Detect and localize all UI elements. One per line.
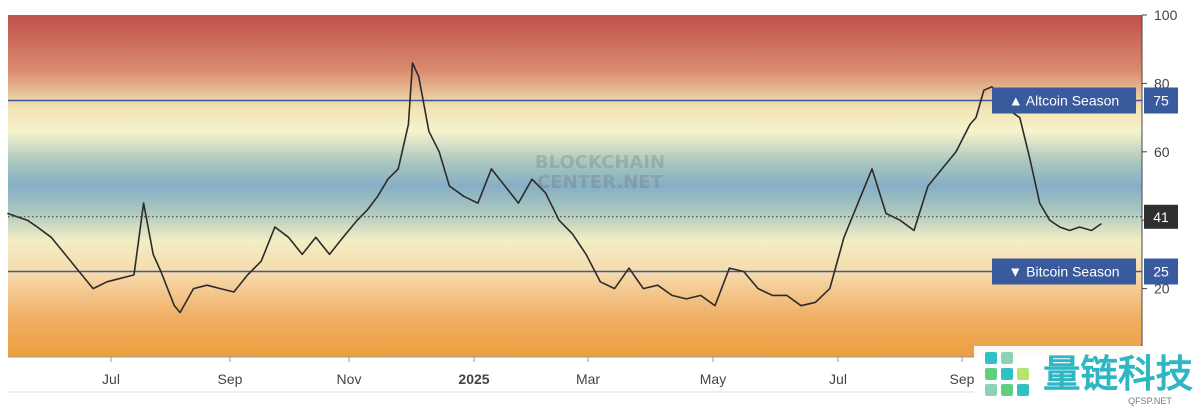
reference-value-box	[1144, 258, 1178, 285]
y-tick-label: 80	[1154, 75, 1170, 91]
x-tick-label: Jul	[102, 371, 120, 387]
reference-label: ▼ Bitcoin Season	[1008, 264, 1119, 280]
reference-label-box	[992, 258, 1136, 285]
x-tick-label: Jul	[829, 371, 847, 387]
reference-labels: ▲ Altcoin Season 75 ▼ Bitcoin Season 25	[992, 87, 1178, 285]
reference-value-label: 75	[1153, 93, 1169, 109]
x-tick-label: May	[700, 371, 726, 387]
x-axis-ticks: Jul Sep Nov 2025 Mar May Jul Sep	[102, 357, 975, 387]
x-tick-label: Nov	[337, 371, 362, 387]
plot-background	[8, 15, 1142, 357]
reference-value-box	[1144, 87, 1178, 114]
logo: 量链科技 QFSP.NET	[974, 346, 1200, 408]
watermark-line-2: CENTER.NET	[537, 172, 664, 193]
y-tick-label: 20	[1154, 281, 1170, 297]
watermark: BLOCKCHAIN CENTER.NET	[535, 152, 665, 193]
reference-label-box	[992, 87, 1136, 114]
y-axis-ticks: 020406080100	[1142, 7, 1178, 365]
logo-icon	[985, 352, 1029, 396]
x-tick-label: Sep	[218, 371, 243, 387]
y-tick-label: 60	[1154, 144, 1170, 160]
x-tick-label: Sep	[950, 371, 975, 387]
y-tick-label: 100	[1154, 7, 1178, 23]
reference-value-label: 25	[1153, 264, 1169, 280]
watermark-line-1: BLOCKCHAIN	[535, 152, 665, 173]
x-tick-label: Mar	[576, 371, 600, 387]
current-value-badge: 41	[1144, 204, 1178, 229]
reference-label: ▲ Altcoin Season	[1009, 93, 1119, 109]
series-line	[7, 62, 1102, 314]
logo-name: 量链科技	[1043, 354, 1193, 396]
current-value-badge-box	[1144, 204, 1178, 229]
logo-sub: QFSP.NET	[1128, 396, 1172, 406]
reference-lines	[8, 99, 1142, 273]
x-tick-label: 2025	[458, 371, 489, 387]
current-value-label: 41	[1153, 209, 1169, 225]
